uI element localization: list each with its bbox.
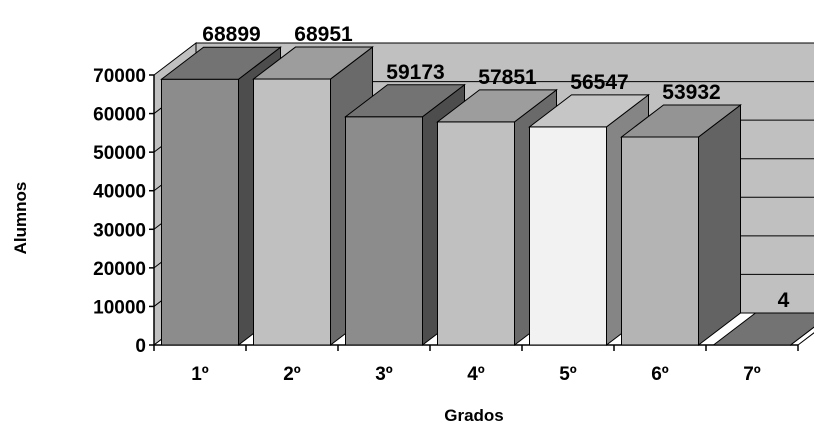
bar-front: [621, 136, 699, 346]
tick-labels: 0 10000 20000 30000 40000 50000 60000 70000 1º 2º…: [93, 66, 761, 385]
x-tick-label: 3º: [375, 364, 393, 385]
data-label: 57851: [478, 66, 537, 89]
x-tick-label: 1º: [191, 364, 209, 385]
bar-front: [437, 121, 515, 346]
y-tick-label: 70000: [93, 66, 146, 87]
x-tick-label: 5º: [559, 364, 577, 385]
data-label: 53932: [662, 81, 720, 104]
data-label: 68899: [202, 23, 260, 46]
bar-top: [252, 46, 374, 80]
x-tick-label: 6º: [651, 364, 669, 385]
bar-top: [344, 84, 466, 118]
bar: [620, 103, 742, 347]
bar-top: [620, 104, 742, 138]
y-tick-label: 30000: [93, 220, 146, 241]
y-tick-label: 40000: [93, 182, 146, 203]
bar-top: [528, 94, 650, 128]
x-tick-label: 7º: [743, 364, 761, 385]
bar: [712, 312, 814, 347]
x-tick-label: 4º: [467, 364, 485, 385]
bar-front: [529, 126, 607, 346]
y-tick-label: 20000: [93, 259, 146, 280]
y-tick-label: 60000: [93, 105, 146, 126]
x-axis-title: Grados: [444, 406, 504, 425]
bar-top: [436, 89, 558, 123]
data-labels: 68899 68951 59173 57851 56547 53932 4: [202, 23, 789, 312]
bar-front: [161, 78, 239, 346]
bar-top: [160, 46, 282, 80]
data-label: 59173: [386, 61, 444, 84]
y-tick-label: 50000: [93, 143, 146, 164]
bars: [160, 46, 814, 347]
data-label: 4: [778, 289, 790, 312]
bar-top: [712, 312, 814, 346]
bar-front: [253, 78, 331, 346]
x-tick-label: 2º: [283, 364, 301, 385]
y-tick-label: 10000: [93, 297, 146, 318]
data-label: 56547: [570, 71, 628, 94]
bar-front: [345, 116, 423, 346]
y-tick-label: 0: [135, 336, 146, 357]
y-axis-title: Alumnos: [11, 182, 30, 255]
data-label: 68951: [294, 23, 353, 46]
bar-side: [698, 103, 741, 347]
